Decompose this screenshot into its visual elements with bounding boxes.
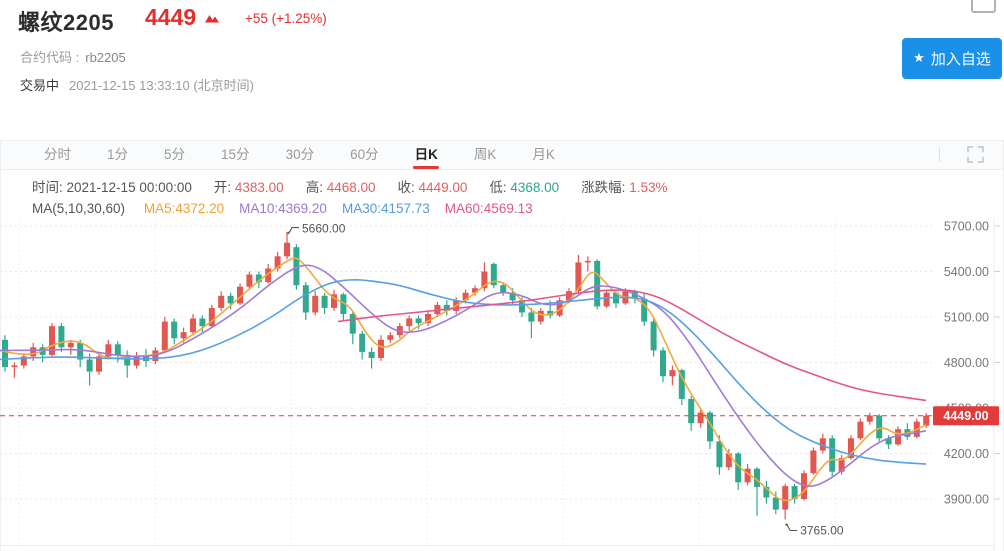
y-axis-label: 4200.00 xyxy=(944,447,989,461)
ma-legend-row: MA(5,10,30,60) MA5:4372.20 MA10:4369.20 MA… xyxy=(32,198,1003,219)
info-item: MA60:4569.13 xyxy=(444,201,533,216)
ohlc-info: 时间: 2021-12-15 00:00:00 开: 4383.00 高: 4468… xyxy=(1,170,1003,219)
contract-label: 合约代码 : xyxy=(20,50,80,65)
ohlc-row: 时间: 2021-12-15 00:00:00 开: 4383.00 高: 4468… xyxy=(32,177,1003,198)
tab-15分[interactable]: 15分 xyxy=(221,147,250,162)
price-change: +55 (+1.25%) xyxy=(245,11,327,26)
current-price: 4449 xyxy=(145,4,197,30)
info-item: MA10:4369.20 xyxy=(239,201,327,216)
star-icon: ★ xyxy=(913,49,925,65)
info-item: 时间: 2021-12-15 00:00:00 xyxy=(32,180,192,195)
tab-月K[interactable]: 月K xyxy=(532,147,555,162)
status-row: 交易中 2021-12-15 13:33:10 (北京时间) xyxy=(20,75,254,94)
tab-60分[interactable]: 60分 xyxy=(350,147,379,162)
page-title: 螺纹2205 xyxy=(18,10,114,35)
corner-badge-icon[interactable] xyxy=(971,0,996,13)
add-favorite-label: 加入自选 xyxy=(930,51,991,68)
tab-日K[interactable]: 日K xyxy=(415,141,438,169)
y-axis-label: 5100.00 xyxy=(944,311,989,325)
contract-row: 合约代码 : rb2205 xyxy=(20,47,126,66)
tab-1分[interactable]: 1分 xyxy=(107,147,129,162)
contract-code: rb2205 xyxy=(85,50,126,65)
tab-30分[interactable]: 30分 xyxy=(285,147,315,162)
info-item: 低: 4368.00 xyxy=(489,180,560,195)
high-annotation: 5660.00 xyxy=(302,222,346,236)
ma-line-MA30 xyxy=(0,279,927,465)
toolbar-divider xyxy=(939,147,940,162)
info-item: 高: 4468.00 xyxy=(305,180,376,195)
y-axis-label: 3900.00 xyxy=(944,493,989,507)
trading-status: 交易中 xyxy=(20,78,60,93)
price-up-icon xyxy=(205,15,219,23)
y-axis-label: 5400.00 xyxy=(944,265,989,279)
info-item: MA5:4372.20 xyxy=(143,201,225,216)
period-tabs: 分时 1分 5分 15分 30分 60分 日K 周K 月K xyxy=(1,141,1003,170)
fullscreen-icon[interactable] xyxy=(967,146,984,163)
tab-5分[interactable]: 5分 xyxy=(164,147,186,162)
tab-分时[interactable]: 分时 xyxy=(44,147,71,162)
ma-line-MA60 xyxy=(337,289,927,402)
info-item: 涨跌幅: 1.53% xyxy=(581,180,668,195)
quote-datetime: 2021-12-15 13:33:10 (北京时间) xyxy=(69,78,254,93)
info-item: 收: 4449.00 xyxy=(397,180,468,195)
chart-widget: 分时 1分 5分 15分 30分 60分 日K 周K 月K 时间: 2021-12-15 00:… xyxy=(0,140,1004,551)
info-item: MA(5,10,30,60) xyxy=(32,201,129,216)
ma-line-MA5 xyxy=(0,257,927,502)
current-price-tag-label: 4449.00 xyxy=(943,409,988,423)
low-annotation: 3765.00 xyxy=(800,524,844,538)
y-axis-label: 5700.00 xyxy=(944,220,989,234)
y-axis-label: 4800.00 xyxy=(944,356,989,370)
info-item: MA30:4157.73 xyxy=(341,201,430,216)
info-item: 开: 4383.00 xyxy=(213,180,284,195)
current-price-tag xyxy=(933,406,999,426)
add-favorite-button[interactable]: ★ 加入自选 xyxy=(902,38,1002,79)
tab-周K[interactable]: 周K xyxy=(473,147,497,162)
candlestick-plot[interactable]: 5700.005400.005100.004800.004500.004200.… xyxy=(0,219,1004,551)
